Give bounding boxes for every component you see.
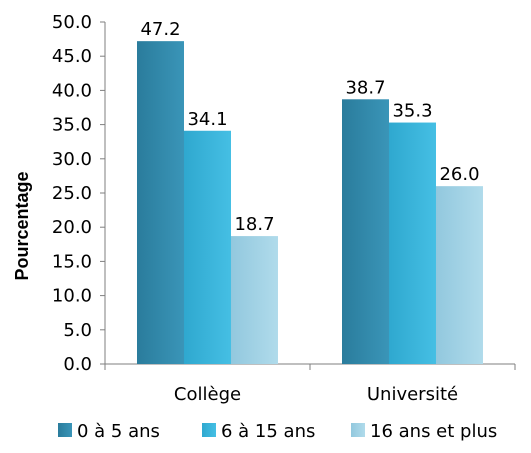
x-category-label: Collège: [174, 384, 241, 405]
axis-layer: Pourcentage 0.0 5.0 10.0 15.0 20.0 25.0 30.0 35…: [12, 12, 516, 405]
bar-2-1: [184, 130, 231, 364]
legend-label: 6 à 15 ans: [221, 421, 315, 442]
data-label: 18.7: [234, 214, 274, 235]
data-label: 26.0: [439, 164, 479, 185]
y-tick-label: 0.0: [63, 354, 92, 375]
y-tick-label: 20.0: [52, 217, 92, 238]
y-tick-label: 25.0: [52, 183, 92, 204]
bar-1-1: [137, 41, 184, 364]
legend-label: 16 ans et plus: [370, 421, 497, 442]
y-tick-label: 15.0: [52, 251, 92, 272]
bar-1-2: [342, 99, 389, 365]
bar-2-2: [389, 122, 436, 364]
bars-layer: [137, 41, 483, 365]
bar-3-2: [436, 186, 483, 364]
y-tick-label: 5.0: [63, 320, 92, 341]
labels-layer: 47.2 34.1 18.7 38.7 35.3 26.0: [140, 19, 479, 235]
legend-swatch: [58, 423, 72, 437]
y-tick-label: 35.0: [52, 115, 92, 136]
y-tick-label: 45.0: [52, 46, 92, 67]
data-label: 47.2: [140, 19, 180, 40]
data-label: 35.3: [392, 101, 432, 122]
y-tick-label: 40.0: [52, 80, 92, 101]
legend: 0 à 5 ans 6 à 15 ans 16 ans et plus: [58, 421, 497, 442]
legend-swatch: [202, 423, 216, 437]
y-tick-label: 30.0: [52, 149, 92, 170]
y-tick-label: 10.0: [52, 286, 92, 307]
legend-label: 0 à 5 ans: [77, 421, 160, 442]
bar-3-1: [231, 236, 278, 364]
y-tick-label: 50.0: [52, 12, 92, 33]
data-label: 38.7: [345, 77, 385, 98]
y-axis-title: Pourcentage: [12, 171, 32, 280]
legend-swatch: [351, 423, 365, 437]
data-label: 34.1: [187, 109, 227, 130]
x-category-label: Université: [367, 384, 458, 405]
